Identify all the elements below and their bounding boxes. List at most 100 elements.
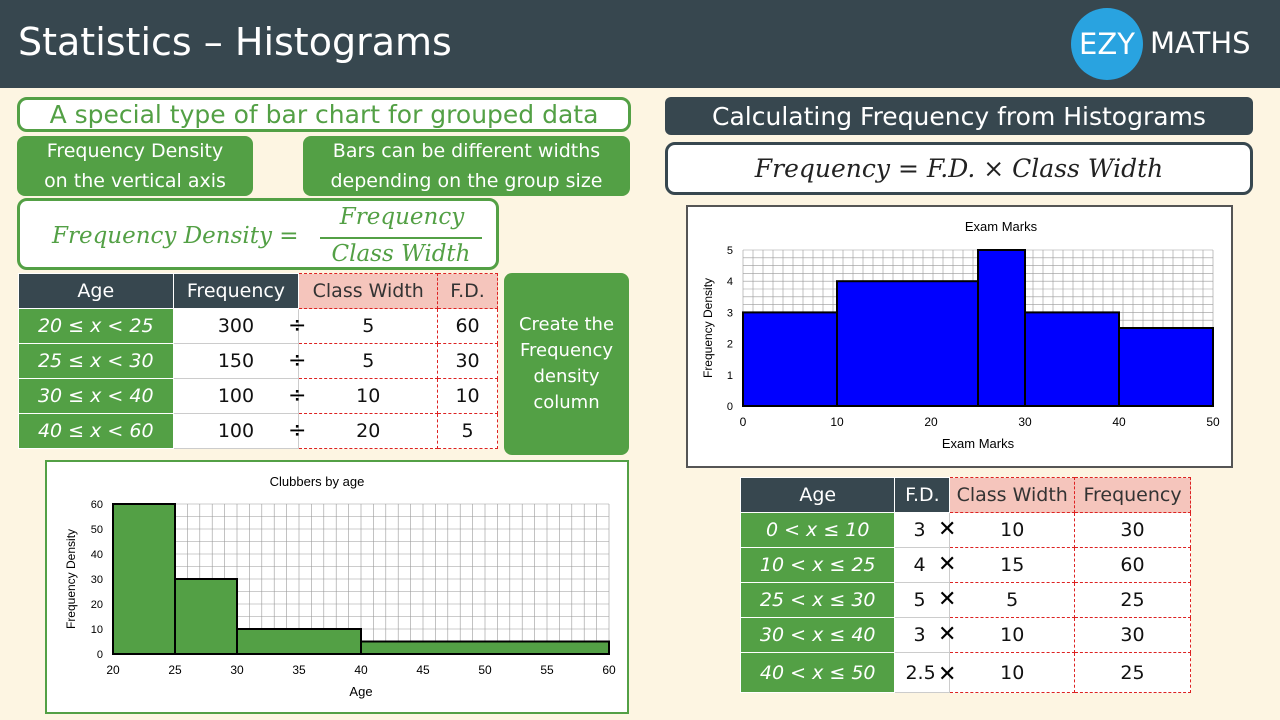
- y-tick-label: 3: [727, 307, 733, 319]
- age-cell: 20 ≤ x < 25: [18, 308, 174, 344]
- right-title-box: Calculating Frequency from Histograms: [665, 97, 1253, 135]
- divide-icon: ÷: [288, 418, 307, 443]
- age-cell: 0 < x ≤ 10: [739, 512, 896, 548]
- col-header-class-width: Class Width: [298, 273, 439, 309]
- table-row: 30 < x ≤ 40 3 10 30: [739, 617, 1191, 653]
- x-axis-label: Exam Marks: [942, 436, 1015, 451]
- fd-table: Age Frequency Class Width F.D. 20 ≤ x < …: [18, 273, 498, 449]
- col-header-class-width: Class Width: [949, 477, 1076, 513]
- frequency-table: Age F.D. Class Width Frequency 0 < x ≤ 1…: [739, 477, 1191, 693]
- chart-exam-marks-svg: 0 10 20 30 40 50 0 1 2 3 4 5 Exam Marks Exam Marks Fre…: [701, 219, 1220, 451]
- y-tick-label: 50: [91, 524, 103, 536]
- class-width-cell: 10: [949, 617, 1076, 653]
- table-row: 0 < x ≤ 10 3 10 30: [739, 512, 1191, 548]
- fd-formula-numerator: Frequency: [339, 204, 465, 230]
- histogram-bar: [174, 578, 238, 655]
- class-width-cell: 5: [949, 582, 1076, 618]
- fd-formula-denominator: Class Width: [331, 241, 471, 267]
- y-tick-label: 10: [91, 624, 103, 636]
- page-title: Statistics – Histograms: [18, 20, 452, 64]
- x-tick-label: 50: [1206, 415, 1220, 429]
- tagline-text: A special type of bar chart for grouped …: [49, 100, 599, 129]
- col-header-age: Age: [18, 273, 174, 309]
- y-tick-label: 2: [727, 339, 733, 351]
- chart-clubbers-by-age: 20 25 30 35 40 45 50 55 60 0 10 20 30 40 50 60 Clubbers …: [45, 460, 629, 714]
- divide-icon: ÷: [288, 313, 307, 338]
- x-axis-label: Age: [349, 684, 372, 699]
- chart-title: Clubbers by age: [270, 474, 365, 489]
- table-row: 40 < x ≤ 50 2.5 10 25: [739, 652, 1191, 693]
- x-tick-label: 25: [168, 663, 182, 677]
- col-header-frequency: Frequency: [172, 273, 300, 309]
- y-tick-label: 60: [91, 499, 103, 511]
- age-cell: 40 ≤ x < 60: [18, 413, 174, 449]
- table-row: 25 ≤ x < 30 150 5 30: [18, 343, 498, 379]
- fd-formula-box: Frequency Density = Frequency Class Widt…: [17, 198, 499, 270]
- x-tick-label: 20: [924, 415, 938, 429]
- fd-cell: 5: [437, 413, 498, 449]
- y-tick-label: 5: [727, 245, 733, 257]
- x-tick-label: 50: [478, 663, 492, 677]
- fd-cell: 10: [437, 378, 498, 414]
- multiply-icon: ✕: [938, 662, 957, 687]
- class-width-cell: 20: [298, 413, 439, 449]
- note-vertical-axis: Frequency Density on the vertical axis: [17, 136, 253, 196]
- y-tick-label: 1: [727, 370, 733, 382]
- frequency-formula-box: Frequency = F.D. × Class Width: [665, 142, 1253, 195]
- histogram-bar: [836, 280, 979, 407]
- col-header-fd: F.D.: [437, 273, 498, 309]
- fd-cell: 60: [437, 308, 498, 344]
- header-bar: [0, 0, 1280, 88]
- table-row: 40 ≤ x < 60 100 20 5: [18, 413, 498, 449]
- frequency-cell: 60: [1074, 547, 1191, 583]
- fd-formula-fraction-bar: [320, 237, 482, 239]
- multiply-icon: ✕: [938, 622, 957, 647]
- multiply-icon: ✕: [938, 587, 957, 612]
- y-tick-label: 0: [727, 401, 733, 413]
- age-cell: 25 < x ≤ 30: [739, 582, 896, 618]
- class-width-cell: 10: [949, 652, 1076, 693]
- histogram-bar: [236, 628, 362, 655]
- x-tick-label: 45: [416, 663, 430, 677]
- fd-formula-lhs: Frequency Density =: [52, 223, 299, 249]
- y-axis-label: Frequency Density: [64, 529, 78, 629]
- y-tick-label: 30: [91, 574, 103, 586]
- x-tick-label: 20: [106, 663, 120, 677]
- age-cell: 40 < x ≤ 50: [739, 652, 896, 693]
- x-tick-label: 30: [1018, 415, 1032, 429]
- fd-cell: 3: [894, 512, 951, 548]
- logo-maths: MATHS: [1150, 26, 1251, 60]
- fd-cell: 2.5: [894, 652, 951, 693]
- age-cell: 30 ≤ x < 40: [18, 378, 174, 414]
- right-title: Calculating Frequency from Histograms: [712, 101, 1206, 131]
- table-row: 25 < x ≤ 30 5 5 25: [739, 582, 1191, 618]
- col-header-frequency: Frequency: [1074, 477, 1191, 513]
- y-tick-label: 20: [91, 599, 103, 611]
- class-width-cell: 10: [298, 378, 439, 414]
- frequency-cell: 100: [172, 378, 300, 414]
- table-row: 10 < x ≤ 25 4 15 60: [739, 547, 1191, 583]
- fd-cell: 30: [437, 343, 498, 379]
- x-tick-label: 55: [540, 663, 554, 677]
- age-cell: 30 < x ≤ 40: [739, 617, 896, 653]
- x-tick-label: 0: [740, 415, 747, 429]
- chart-title: Exam Marks: [965, 219, 1038, 234]
- divide-icon: ÷: [288, 383, 307, 408]
- histogram-bar: [742, 311, 838, 407]
- fd-cell: 3: [894, 617, 951, 653]
- col-header-age: Age: [739, 477, 896, 513]
- frequency-cell: 150: [172, 343, 300, 379]
- frequency-cell: 100: [172, 413, 300, 449]
- x-tick-label: 35: [292, 663, 306, 677]
- frequency-cell: 25: [1074, 652, 1191, 693]
- x-tick-label: 30: [230, 663, 244, 677]
- y-tick-label: 0: [97, 649, 103, 661]
- x-tick-label: 40: [1112, 415, 1126, 429]
- x-tick-label: 10: [830, 415, 844, 429]
- frequency-formula: Frequency = F.D. × Class Width: [754, 154, 1164, 183]
- note-create-fd-column: Create the Frequency density column: [504, 273, 629, 455]
- table-row: 30 ≤ x < 40 100 10 10: [18, 378, 498, 414]
- x-tick-label: 60: [602, 663, 616, 677]
- histogram-bar: [977, 249, 1026, 407]
- histogram-bar: [112, 503, 176, 655]
